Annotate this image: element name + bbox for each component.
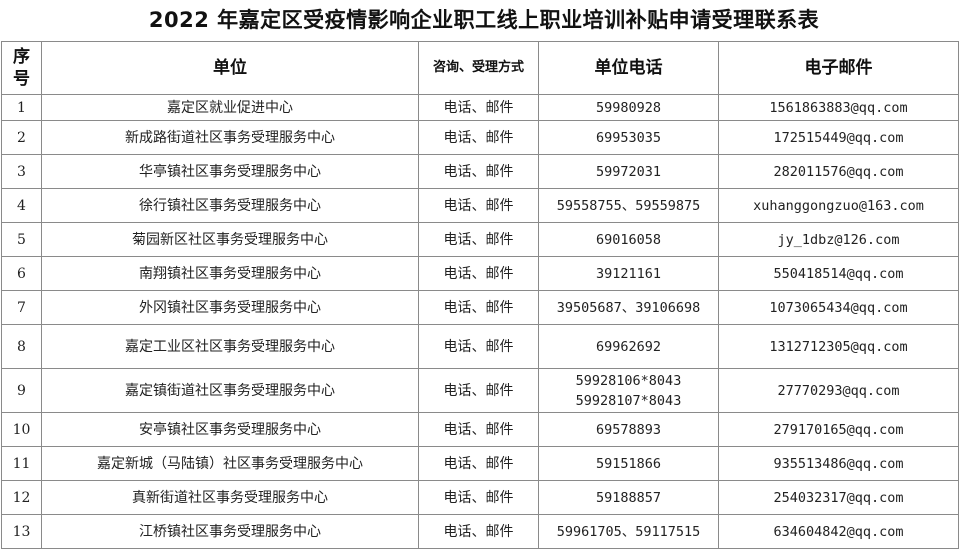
unit-cell: 安亭镇社区事务受理服务中心 — [41, 412, 419, 447]
phone-cell: 59980928 — [538, 94, 719, 121]
method-cell: 电话、邮件 — [418, 324, 539, 369]
table-row: 5 菊园新区社区事务受理服务中心 电话、邮件 69016058 jy_1dbz@126.… — [1, 222, 959, 257]
table-row: 13 江桥镇社区事务受理服务中心 电话、邮件 59961705、59117515 634… — [1, 514, 959, 549]
table-row: 12 真新街道社区事务受理服务中心 电话、邮件 59188857 254032317@q… — [1, 480, 959, 515]
table-row: 9 嘉定镇街道社区事务受理服务中心 电话、邮件 59928106*8043 59928… — [1, 368, 959, 413]
unit-cell: 真新街道社区事务受理服务中心 — [41, 480, 419, 515]
header-unit: 单位 — [41, 41, 419, 95]
seq-cell: 10 — [1, 412, 42, 447]
table-row: 7 外冈镇社区事务受理服务中心 电话、邮件 39505687、39106698 1073… — [1, 290, 959, 325]
email-cell: 634604842@qq.com — [718, 514, 959, 549]
email-cell: 254032317@qq.com — [718, 480, 959, 515]
seq-cell: 2 — [1, 120, 42, 155]
email-cell: 282011576@qq.com — [718, 154, 959, 189]
method-cell: 电话、邮件 — [418, 514, 539, 549]
contact-table: 序号 单位 咨询、受理方式 单位电话 电子邮件 1 嘉定区就业促进中心 电话、邮件 5… — [1, 41, 959, 549]
seq-cell: 7 — [1, 290, 42, 325]
phone-cell: 69578893 — [538, 412, 719, 447]
unit-cell: 南翔镇社区事务受理服务中心 — [41, 256, 419, 291]
email-cell: 1312712305@qq.com — [718, 324, 959, 369]
unit-cell: 嘉定新城（马陆镇）社区事务受理服务中心 — [41, 446, 419, 481]
method-cell: 电话、邮件 — [418, 94, 539, 121]
method-cell: 电话、邮件 — [418, 120, 539, 155]
method-cell: 电话、邮件 — [418, 480, 539, 515]
seq-cell: 13 — [1, 514, 42, 549]
phone-cell: 59151866 — [538, 446, 719, 481]
method-cell: 电话、邮件 — [418, 154, 539, 189]
header-email: 电子邮件 — [718, 41, 959, 95]
unit-cell: 菊园新区社区事务受理服务中心 — [41, 222, 419, 257]
unit-cell: 嘉定工业区社区事务受理服务中心 — [41, 324, 419, 369]
method-cell: 电话、邮件 — [418, 222, 539, 257]
phone-cell: 59961705、59117515 — [538, 514, 719, 549]
table-row: 11 嘉定新城（马陆镇）社区事务受理服务中心 电话、邮件 59151866 935513… — [1, 446, 959, 481]
header-seq: 序号 — [1, 41, 42, 95]
seq-cell: 8 — [1, 324, 42, 369]
email-cell: 1561863883@qq.com — [718, 94, 959, 121]
email-cell: 27770293@qq.com — [718, 368, 959, 413]
seq-cell: 3 — [1, 154, 42, 189]
unit-cell: 嘉定区就业促进中心 — [41, 94, 419, 121]
phone-cell: 39121161 — [538, 256, 719, 291]
table-row: 8 嘉定工业区社区事务受理服务中心 电话、邮件 69962692 1312712305@… — [1, 324, 959, 369]
unit-cell: 嘉定镇街道社区事务受理服务中心 — [41, 368, 419, 413]
phone-cell: 69953035 — [538, 120, 719, 155]
table-row: 1 嘉定区就业促进中心 电话、邮件 59980928 1561863883@qq.com — [1, 94, 959, 121]
table-row: 2 新成路街道社区事务受理服务中心 电话、邮件 69953035 172515449@q… — [1, 120, 959, 155]
unit-cell: 华亭镇社区事务受理服务中心 — [41, 154, 419, 189]
unit-cell: 江桥镇社区事务受理服务中心 — [41, 514, 419, 549]
seq-cell: 11 — [1, 446, 42, 481]
method-cell: 电话、邮件 — [418, 188, 539, 223]
phone-cell: 59972031 — [538, 154, 719, 189]
method-cell: 电话、邮件 — [418, 446, 539, 481]
phone-cell: 69016058 — [538, 222, 719, 257]
table-row: 4 徐行镇社区事务受理服务中心 电话、邮件 59558755、59559875 xuha… — [1, 188, 959, 223]
email-cell: xuhanggongzuo@163.com — [718, 188, 959, 223]
email-cell: 1073065434@qq.com — [718, 290, 959, 325]
method-cell: 电话、邮件 — [418, 256, 539, 291]
unit-cell: 外冈镇社区事务受理服务中心 — [41, 290, 419, 325]
phone-cell: 59558755、59559875 — [538, 188, 719, 223]
header-method: 咨询、受理方式 — [418, 41, 539, 95]
header-phone: 单位电话 — [538, 41, 719, 95]
phone-cell: 59188857 — [538, 480, 719, 515]
seq-cell: 4 — [1, 188, 42, 223]
phone-cell: 39505687、39106698 — [538, 290, 719, 325]
unit-cell: 新成路街道社区事务受理服务中心 — [41, 120, 419, 155]
seq-cell: 5 — [1, 222, 42, 257]
table-row: 3 华亭镇社区事务受理服务中心 电话、邮件 59972031 282011576@qq.… — [1, 154, 959, 189]
table-row: 10 安亭镇社区事务受理服务中心 电话、邮件 69578893 279170165@qq… — [1, 412, 959, 447]
table-row: 6 南翔镇社区事务受理服务中心 电话、邮件 39121161 550418514@qq.… — [1, 256, 959, 291]
method-cell: 电话、邮件 — [418, 368, 539, 413]
email-cell: jy_1dbz@126.com — [718, 222, 959, 257]
seq-cell: 9 — [1, 368, 42, 413]
email-cell: 935513486@qq.com — [718, 446, 959, 481]
seq-cell: 12 — [1, 480, 42, 515]
header-row: 序号 单位 咨询、受理方式 单位电话 电子邮件 — [1, 41, 959, 95]
unit-cell: 徐行镇社区事务受理服务中心 — [41, 188, 419, 223]
email-cell: 550418514@qq.com — [718, 256, 959, 291]
seq-cell: 6 — [1, 256, 42, 291]
seq-cell: 1 — [1, 94, 42, 121]
phone-cell: 59928106*8043 59928107*8043 — [538, 368, 719, 413]
phone-cell: 69962692 — [538, 324, 719, 369]
email-cell: 279170165@qq.com — [718, 412, 959, 447]
page-title: 2022 年嘉定区受疫情影响企业职工线上职业培训补贴申请受理联系表 — [148, 8, 820, 32]
method-cell: 电话、邮件 — [418, 290, 539, 325]
method-cell: 电话、邮件 — [418, 412, 539, 447]
email-cell: 172515449@qq.com — [718, 120, 959, 155]
